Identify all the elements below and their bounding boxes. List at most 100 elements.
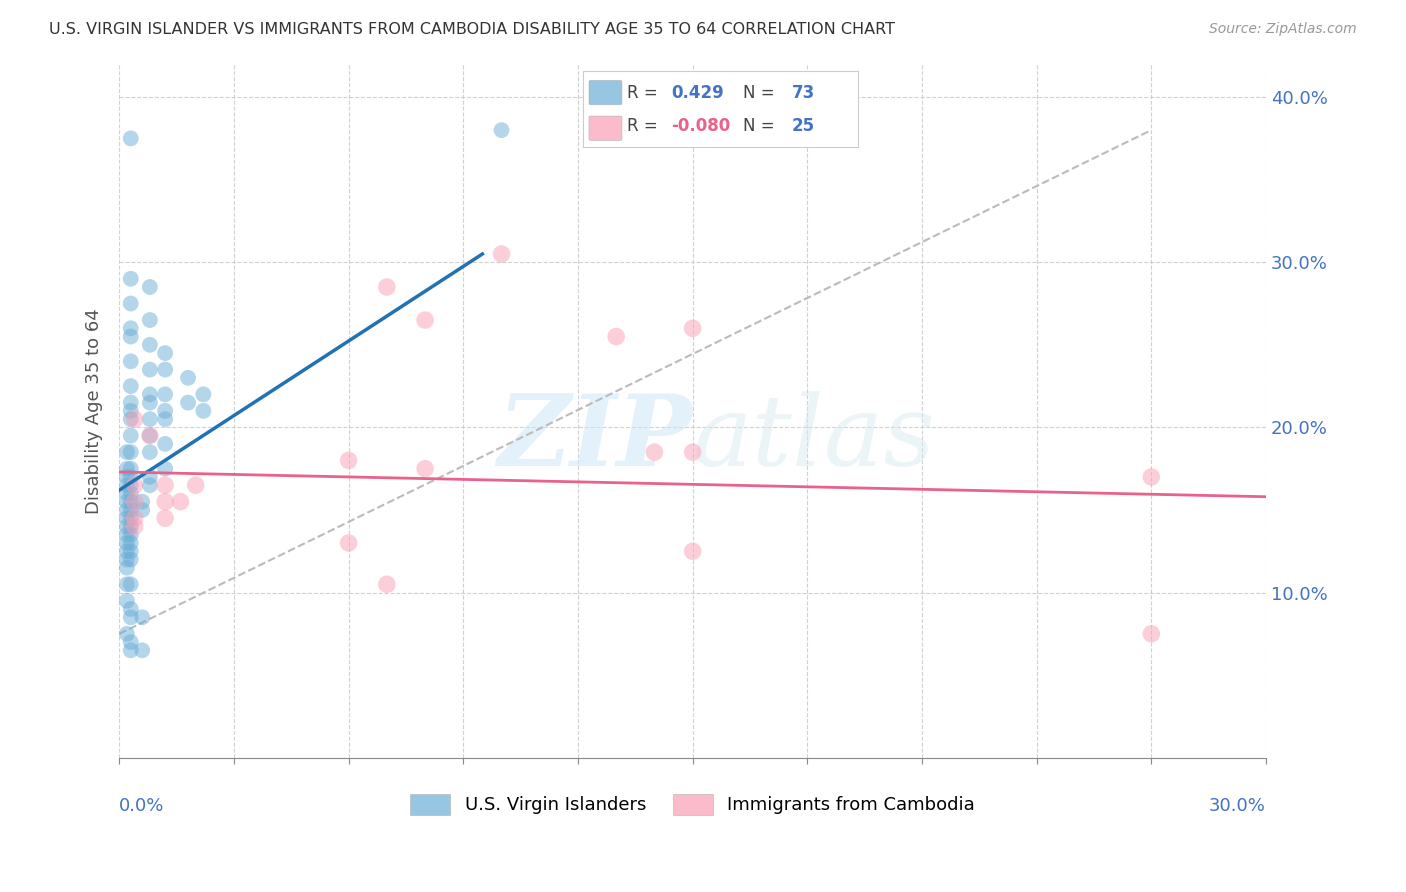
Point <box>120 527 142 541</box>
Point <box>120 271 142 285</box>
Point <box>120 470 142 484</box>
Point <box>605 329 627 343</box>
Point <box>139 470 162 484</box>
Text: Source: ZipAtlas.com: Source: ZipAtlas.com <box>1209 22 1357 37</box>
Point <box>115 594 138 608</box>
Point <box>131 610 153 624</box>
Point <box>124 412 146 426</box>
Text: 0.429: 0.429 <box>671 84 724 102</box>
Text: ZIP: ZIP <box>498 391 693 487</box>
Point <box>120 635 142 649</box>
Point <box>682 445 704 459</box>
Point <box>643 445 665 459</box>
Point <box>115 478 138 492</box>
Point <box>153 478 176 492</box>
Point <box>124 494 146 508</box>
Point <box>139 412 162 426</box>
Point <box>177 395 200 409</box>
Point <box>120 610 142 624</box>
Point <box>120 602 142 616</box>
Point <box>139 445 162 459</box>
Point <box>1140 470 1163 484</box>
Point <box>184 478 207 492</box>
Text: 73: 73 <box>792 84 815 102</box>
Point <box>153 511 176 525</box>
Point <box>120 329 142 343</box>
Point <box>120 445 142 459</box>
Point <box>131 503 153 517</box>
Point <box>139 338 162 352</box>
Point <box>115 560 138 574</box>
Point <box>120 404 142 418</box>
Text: atlas: atlas <box>693 391 935 486</box>
Point <box>120 643 142 657</box>
Point <box>169 494 191 508</box>
Point <box>115 470 138 484</box>
Point <box>1140 627 1163 641</box>
Point <box>115 627 138 641</box>
Point <box>193 387 215 401</box>
Point <box>131 494 153 508</box>
Text: 0.0%: 0.0% <box>120 797 165 814</box>
Point <box>153 494 176 508</box>
Point <box>153 346 176 360</box>
Text: U.S. VIRGIN ISLANDER VS IMMIGRANTS FROM CAMBODIA DISABILITY AGE 35 TO 64 CORRELA: U.S. VIRGIN ISLANDER VS IMMIGRANTS FROM … <box>49 22 896 37</box>
Point <box>193 404 215 418</box>
Point <box>682 544 704 558</box>
Point <box>153 437 176 451</box>
Point <box>139 478 162 492</box>
Point <box>139 362 162 376</box>
Text: R =: R = <box>627 84 658 102</box>
Text: 25: 25 <box>792 117 815 135</box>
Point <box>413 461 436 475</box>
Point <box>120 395 142 409</box>
Point <box>124 478 146 492</box>
Point <box>115 445 138 459</box>
Text: R =: R = <box>627 117 658 135</box>
Point <box>491 123 513 137</box>
Legend: U.S. Virgin Islanders, Immigrants from Cambodia: U.S. Virgin Islanders, Immigrants from C… <box>411 794 974 814</box>
Point <box>139 313 162 327</box>
Point <box>115 503 138 517</box>
Point <box>413 313 436 327</box>
Point <box>120 519 142 533</box>
Point <box>177 371 200 385</box>
Point <box>124 519 146 533</box>
Point <box>124 511 146 525</box>
Point <box>120 577 142 591</box>
Point <box>337 536 360 550</box>
Point <box>153 404 176 418</box>
Point <box>153 461 176 475</box>
FancyBboxPatch shape <box>589 116 621 140</box>
Point <box>120 536 142 550</box>
Point <box>120 321 142 335</box>
Point <box>153 387 176 401</box>
Text: N =: N = <box>742 84 775 102</box>
Point <box>153 412 176 426</box>
Point <box>120 486 142 500</box>
Point <box>120 511 142 525</box>
Point <box>120 354 142 368</box>
Point <box>120 296 142 310</box>
Point <box>120 478 142 492</box>
Point <box>115 577 138 591</box>
Point <box>139 387 162 401</box>
Point <box>120 461 142 475</box>
Point <box>139 428 162 442</box>
Point <box>120 131 142 145</box>
Point <box>120 428 142 442</box>
Point <box>120 494 142 508</box>
Point <box>120 379 142 393</box>
Point <box>139 280 162 294</box>
Point <box>115 519 138 533</box>
Point <box>131 643 153 657</box>
Point <box>115 536 138 550</box>
Point <box>139 428 162 442</box>
Point <box>120 503 142 517</box>
Text: 30.0%: 30.0% <box>1209 797 1265 814</box>
Text: N =: N = <box>742 117 775 135</box>
Point <box>491 247 513 261</box>
Point <box>375 577 398 591</box>
Point <box>120 412 142 426</box>
Point <box>120 552 142 566</box>
